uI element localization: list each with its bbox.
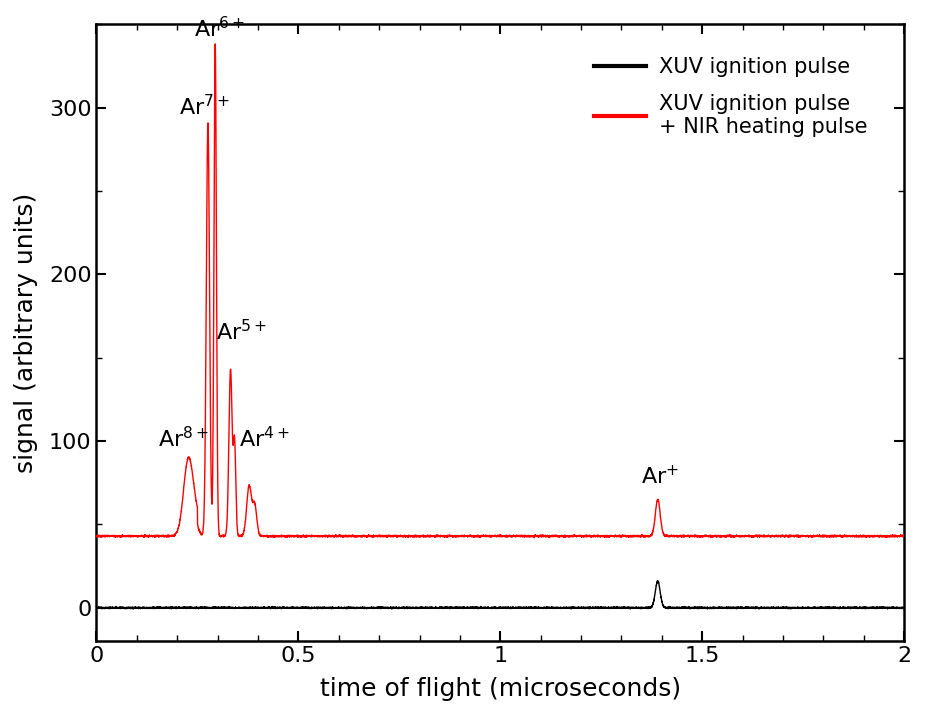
- XUV ignition pulse
+ NIR heating pulse: [508, 531, 519, 540]
- XUV ignition pulse
+ NIR heating pulse: [898, 532, 909, 541]
- Text: Ar$^{7+}$: Ar$^{7+}$: [179, 94, 230, 119]
- XUV ignition pulse: [508, 603, 519, 612]
- XUV ignition pulse: [462, 603, 473, 612]
- Line: XUV ignition pulse: XUV ignition pulse: [96, 581, 904, 609]
- XUV ignition pulse
+ NIR heating pulse: [697, 532, 709, 541]
- XUV ignition pulse
+ NIR heating pulse: [135, 532, 146, 541]
- Text: Ar$^{8+}$: Ar$^{8+}$: [158, 426, 209, 451]
- Text: Ar$^{+}$: Ar$^{+}$: [641, 465, 679, 488]
- XUV ignition pulse
+ NIR heating pulse: [605, 531, 616, 540]
- Text: Ar$^{5+}$: Ar$^{5+}$: [216, 319, 267, 345]
- XUV ignition pulse
+ NIR heating pulse: [210, 39, 221, 48]
- XUV ignition pulse
+ NIR heating pulse: [330, 531, 341, 539]
- XUV ignition pulse: [898, 603, 909, 611]
- XUV ignition pulse: [605, 603, 616, 612]
- XUV ignition pulse: [652, 576, 663, 585]
- Text: Ar$^{4+}$: Ar$^{4+}$: [239, 426, 290, 451]
- XUV ignition pulse: [330, 603, 341, 612]
- XUV ignition pulse
+ NIR heating pulse: [91, 532, 102, 541]
- XUV ignition pulse
+ NIR heating pulse: [529, 533, 540, 542]
- Line: XUV ignition pulse
+ NIR heating pulse: XUV ignition pulse + NIR heating pulse: [96, 44, 904, 538]
- XUV ignition pulse: [135, 603, 146, 612]
- XUV ignition pulse: [387, 605, 398, 613]
- XUV ignition pulse: [697, 603, 709, 612]
- Legend: XUV ignition pulse, XUV ignition pulse
+ NIR heating pulse: XUV ignition pulse, XUV ignition pulse +…: [584, 47, 878, 148]
- X-axis label: time of flight (microseconds): time of flight (microseconds): [320, 677, 681, 701]
- Y-axis label: signal (arbitrary units): signal (arbitrary units): [14, 192, 38, 473]
- Text: Ar$^{6+}$: Ar$^{6+}$: [194, 16, 245, 41]
- XUV ignition pulse: [91, 603, 102, 612]
- XUV ignition pulse
+ NIR heating pulse: [462, 532, 473, 541]
